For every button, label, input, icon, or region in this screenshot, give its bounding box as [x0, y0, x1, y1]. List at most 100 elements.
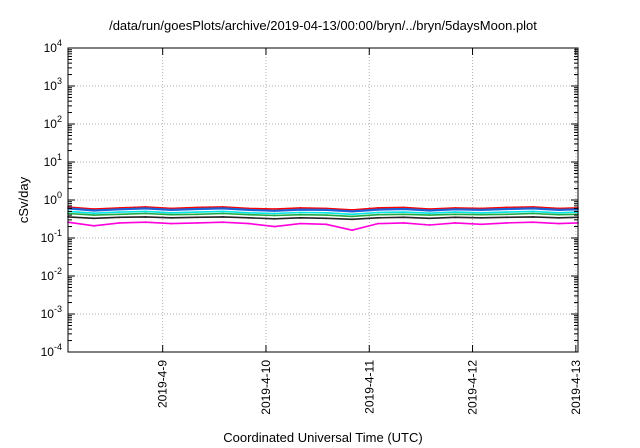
data-point — [92, 217, 95, 220]
data-point — [92, 214, 95, 217]
data-point — [144, 207, 147, 210]
data-point — [196, 222, 199, 224]
data-point — [351, 213, 353, 216]
y-axis: 10-4 10-3 10-2 10-1 100 101 102 103 104 — [41, 38, 578, 359]
x-axis: 2019-4-9 2019-4-10 2019-4-11 2019-4-12 2019-… — [156, 48, 583, 415]
data-point — [170, 216, 173, 219]
data-point — [118, 216, 121, 219]
data-point — [273, 214, 276, 217]
data-point — [557, 216, 560, 219]
data-point — [351, 215, 353, 218]
data-point — [377, 211, 379, 214]
data-point — [118, 208, 121, 211]
data-point — [506, 216, 508, 219]
data-point — [273, 208, 276, 210]
data-point — [531, 210, 534, 213]
data-point — [196, 211, 199, 214]
data-point — [351, 210, 353, 213]
data-point — [170, 222, 173, 225]
y-tick-label: 10-2 — [41, 266, 62, 283]
x-tick-label: 2019-4-9 — [156, 360, 170, 408]
data-point — [402, 206, 405, 209]
data-point — [299, 211, 302, 214]
data-point — [144, 210, 147, 213]
series-line — [67, 221, 579, 231]
data-point — [247, 213, 250, 216]
data-point — [531, 216, 534, 218]
data-point — [531, 221, 534, 224]
data-point — [454, 213, 457, 216]
data-point — [170, 213, 173, 216]
data-point — [92, 212, 95, 215]
data-point — [325, 209, 328, 211]
data-point — [402, 213, 405, 216]
data-point — [299, 216, 302, 219]
data-point — [325, 211, 328, 214]
data-point — [506, 211, 508, 214]
data-point — [557, 211, 560, 214]
data-point — [557, 213, 560, 216]
data-point — [325, 214, 328, 217]
data-point — [196, 208, 199, 210]
data-point — [480, 223, 483, 226]
x-axis-label: Coordinated Universal Time (UTC) — [223, 430, 422, 445]
data-point — [144, 212, 147, 215]
data-point — [377, 222, 379, 225]
data-point — [273, 209, 276, 212]
x-tick-label: 2019-4-11 — [362, 360, 376, 414]
data-point — [247, 216, 250, 219]
data-point — [402, 222, 405, 224]
data-point — [247, 209, 250, 211]
data-point — [351, 229, 353, 232]
y-tick-label: 10-3 — [41, 304, 62, 321]
y-tick-label: 102 — [44, 114, 62, 131]
data-point — [144, 221, 147, 224]
data-point — [118, 222, 121, 224]
series-line — [67, 212, 579, 218]
data-point — [325, 223, 328, 226]
x-tick-label: 2019-4-12 — [466, 360, 480, 415]
x-tick-label: 2019-4-10 — [259, 360, 273, 415]
data-point — [531, 207, 534, 210]
data-point — [480, 211, 483, 214]
data-point — [480, 209, 483, 211]
data-point — [273, 217, 276, 220]
data-point — [506, 208, 508, 210]
data-point — [377, 213, 379, 216]
data-point — [531, 212, 534, 215]
data-point — [196, 213, 199, 216]
data-point — [299, 207, 302, 209]
y-tick-label: 10-4 — [41, 342, 62, 359]
data-point — [273, 225, 276, 228]
data-point — [144, 216, 147, 218]
data-point — [557, 209, 560, 211]
data-point — [92, 209, 95, 212]
data-point — [351, 218, 353, 221]
data-point — [557, 222, 560, 225]
data-point — [170, 211, 173, 214]
data-point — [428, 209, 431, 212]
data-point — [299, 222, 302, 225]
data-point — [92, 224, 95, 227]
data-point — [377, 216, 379, 219]
data-point — [196, 206, 199, 209]
data-point — [196, 216, 199, 219]
data-point — [402, 208, 405, 210]
data-point — [222, 210, 224, 213]
data-point — [377, 208, 379, 211]
data-point — [480, 213, 483, 216]
y-tick-label: 104 — [44, 38, 62, 55]
data-point — [506, 206, 508, 209]
data-point — [428, 217, 431, 220]
y-tick-label: 10-1 — [41, 228, 62, 245]
chart-title: /data/run/goesPlots/archive/2019-04-13/0… — [109, 18, 537, 33]
data-point — [299, 208, 302, 211]
data-point — [428, 212, 431, 215]
data-point — [325, 217, 328, 220]
data-point — [402, 211, 405, 214]
data-point — [299, 213, 302, 216]
data-point — [506, 222, 508, 224]
data-point — [222, 212, 224, 215]
data-point — [377, 207, 379, 209]
